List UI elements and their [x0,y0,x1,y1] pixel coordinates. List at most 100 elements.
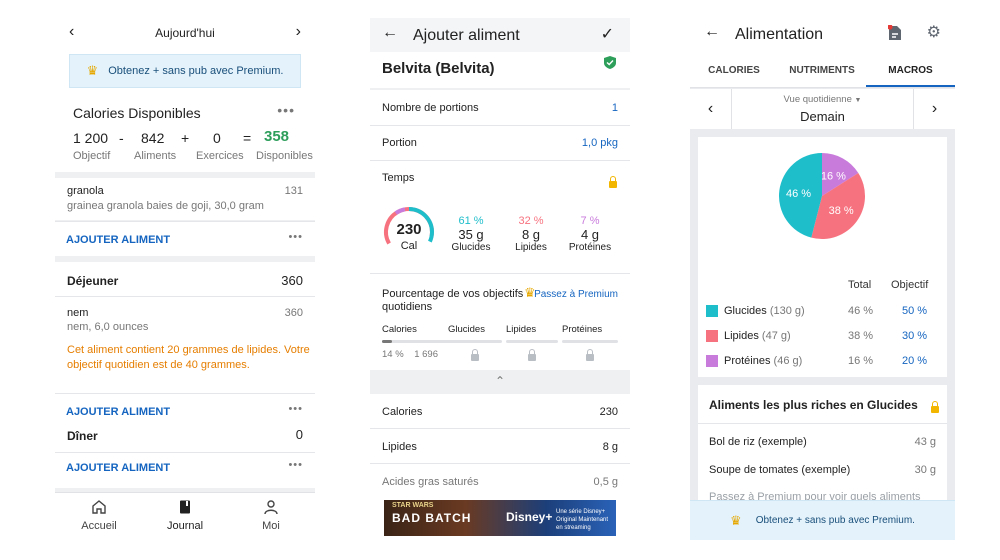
carbs-total: 46 % [848,305,874,317]
back-arrow-icon[interactable]: ← [704,23,720,40]
time-row[interactable]: Temps [370,161,630,195]
goal-fat-label: Lipides [506,324,537,335]
foods-value: 842 [141,130,165,146]
collapse-toggle[interactable]: ⌃ [370,370,630,392]
chevron-left-icon[interactable]: ‹ [690,89,732,129]
bottom-nav: Accueil Journal Moi [55,492,315,540]
premium-banner-text: Obtenez + sans pub avec Premium. [755,515,915,526]
ad-brand: STAR WARS [392,502,434,509]
nav-me[interactable]: Moi [241,499,301,532]
servings-row[interactable]: Nombre de portions 1 [370,90,630,126]
portion-value[interactable]: 1,0 pkg [581,137,618,149]
premium-banner[interactable]: ♛ Obtenez + sans pub avec Premium. [690,500,955,540]
report-icon[interactable] [888,25,902,41]
verified-shield-icon [604,56,616,69]
person-icon [264,500,278,515]
pie-slice-lipides [811,172,865,239]
nav-home[interactable]: Accueil [69,499,129,532]
goal-calories-progress [382,340,452,343]
protein-amount: (46 g) [773,355,803,367]
goal-fat: Lipides [506,324,558,366]
premium-area: ♛ Obtenez + sans pub avec Premium. [55,46,315,102]
portion-label: Portion [382,137,417,149]
more-options-icon[interactable]: ••• [277,102,295,118]
lock-icon [448,348,502,366]
nutrition-header: ← Alimentation ⚙ [690,18,955,52]
premium-banner[interactable]: ♛ Obtenez + sans pub avec Premium. [69,54,301,88]
tab-nutrients[interactable]: NUTRIMENTS [789,65,855,76]
daily-goals-section: Pourcentage de vos objectifs quotidiens … [370,274,630,370]
journal-screen: ‹ Aujourd'hui › ♛ Obtenez + sans pub ave… [55,18,315,540]
nav-me-label: Moi [262,520,280,532]
crown-icon: ♛ [730,512,742,528]
macro-fat-label: Lipides [515,242,547,253]
nav-journal[interactable]: Journal [155,499,215,532]
food-entry-calories: 360 [284,307,303,319]
macro-chart-card: 16 % 38 % 46 % Total Objectif Glucides (13… [698,137,947,377]
ad-caption: Une série Disney+ Original Maintenant en… [556,509,609,531]
view-dropdown[interactable]: Vue quotidienne ▼ [732,94,913,105]
tab-calories[interactable]: CALORIES [708,65,760,76]
chevron-right-icon[interactable]: › [295,23,301,40]
goal-carbs: Glucides [448,324,502,366]
checkmark-icon[interactable]: ✓ [600,26,614,43]
protein-swatch [706,355,718,367]
available-value: 358 [264,128,290,145]
rich-food-value: 43 g [914,436,936,448]
food-entry[interactable]: granola 131 grainea granola baies de goj… [55,178,315,220]
add-food-button[interactable]: AJOUTER ALIMENT [66,462,171,474]
more-options-icon[interactable]: ••• [288,403,303,415]
more-options-icon[interactable]: ••• [288,459,303,471]
fat-warning: Cet aliment contient 20 grammes de lipid… [67,344,310,371]
fat-swatch [706,330,718,342]
food-entry-detail: nem, 6,0 ounces [67,321,149,333]
goal-calories-fill [382,340,392,343]
protein-label: Protéines [724,355,771,367]
nutrient-row: Lipides 8 g [370,429,630,463]
gear-icon[interactable]: ⚙ [926,24,941,41]
selected-day: Demain [800,109,845,124]
more-options-icon[interactable]: ••• [288,231,303,243]
add-food-button[interactable]: AJOUTER ALIMENT [66,234,171,246]
dinner-total: 0 [295,427,303,442]
date-header: ‹ Aujourd'hui › [55,18,315,46]
plus-sign: + [181,130,190,146]
rich-foods-title: Aliments les plus riches en Glucides [709,398,918,412]
rich-food-name: Bol de riz (exemple) [709,436,807,448]
ad-banner[interactable]: STAR WARS BAD BATCH Disney+ Une série Di… [384,500,616,536]
add-food-button[interactable]: AJOUTER ALIMENT [66,406,171,418]
date-title[interactable]: Aujourd'hui [155,26,215,40]
nutrition-screen: ← Alimentation ⚙ CALORIES NUTRIMENTS MAC… [690,18,955,540]
calories-card: Calories Disponibles ••• 1 200 Objectif … [55,102,315,172]
macro-fat: 32 % 8 g Lipides [504,215,558,253]
macro-protein-label: Protéines [568,242,612,253]
active-tab-indicator [866,85,955,87]
macro-summary: 230 Cal 61 % 35 g Glucides 32 % 8 g Lipi… [370,195,630,273]
chevron-left-icon[interactable]: ‹ [69,23,75,40]
servings-value[interactable]: 1 [611,102,618,114]
ad-area: STAR WARS BAD BATCH Disney+ Une série Di… [370,498,630,540]
nutrient-label: Acides gras saturés [382,476,479,488]
rich-food-value: 30 g [914,464,936,476]
carbs-goal: 50 % [902,305,928,317]
pie-label-glucides: 46 % [786,188,811,200]
back-arrow-icon[interactable]: ← [382,24,398,41]
add-food-screen: ← Ajouter aliment ✓ Belvita (Belvita) No… [370,18,630,540]
macro-carbs-label: Glucides [451,242,491,253]
fat-total: 38 % [848,330,874,342]
servings-label: Nombre de portions [382,102,479,114]
protein-total: 16 % [848,355,874,367]
dinner-title: Dîner [67,429,98,443]
portion-row[interactable]: Portion 1,0 pkg [370,126,630,160]
ring-unit: Cal [400,240,418,252]
macro-protein: 7 % 4 g Protéines [562,215,618,253]
dinner-section: Dîner 0 AJOUTER ALIMENT ••• [55,416,315,488]
calories-title: Calories Disponibles [73,105,201,121]
fat-amount: (47 g) [761,330,791,342]
time-label: Temps [382,172,415,184]
macro-row-protein: Protéines (46 g) 16 % 20 % [706,352,939,374]
food-entry-name[interactable]: nem [67,307,89,319]
chevron-right-icon[interactable]: › [913,89,955,129]
tab-macros[interactable]: MACROS [888,65,933,76]
upgrade-premium-link[interactable]: Passez à Premium [534,289,618,300]
